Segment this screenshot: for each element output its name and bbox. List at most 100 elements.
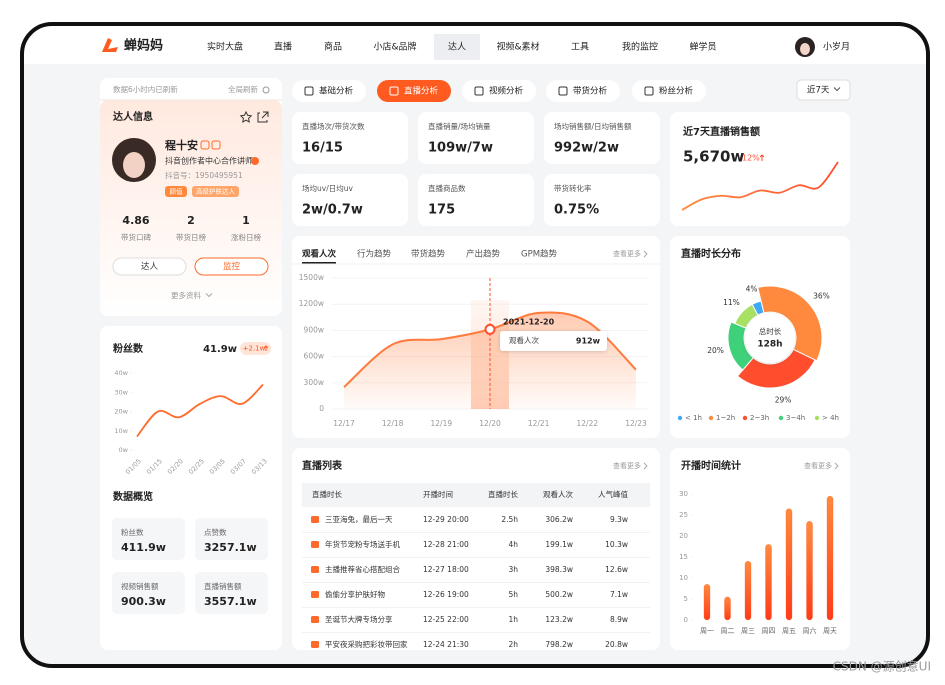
overview-value: 900.3w [121, 595, 166, 608]
table-cell: 年货节宠粉专场送手机 [325, 539, 400, 549]
table-cell: 12-29 20:00 [423, 515, 469, 524]
table-cell: 12-27 18:00 [423, 565, 469, 574]
user-avatar-face [800, 43, 810, 55]
trend-tab[interactable]: 产出趋势 [466, 249, 501, 260]
trend-tab[interactable]: 带货趋势 [411, 249, 446, 260]
x-tick-label: 周二 [721, 627, 735, 635]
metric-value: 16/15 [302, 141, 343, 156]
table-cell: 8.9w [610, 615, 628, 624]
more-link[interactable]: 更多资料 [171, 290, 201, 300]
y-tick-label: 20 [679, 532, 688, 540]
y-tick-label: 0w [119, 446, 129, 454]
more-link[interactable]: 查看更多 [613, 461, 641, 470]
nav-item[interactable]: 小店&品牌 [373, 41, 416, 53]
table-cell: 2.5h [501, 515, 518, 524]
legend-text: < 1h [685, 414, 702, 422]
nav-item[interactable]: 工具 [571, 42, 589, 53]
tab[interactable] [292, 80, 366, 102]
row-icon [311, 591, 319, 598]
tab-text[interactable]: 粉丝分析 [659, 86, 694, 97]
pie-slice [736, 348, 816, 389]
user-name[interactable]: 小岁月 [823, 41, 850, 53]
range-text[interactable]: 近7天 [807, 85, 830, 96]
x-tick-label: 12/17 [333, 419, 355, 428]
metric-label: 场均uv/日均uv [302, 183, 353, 193]
tag-text: 高级护肤达人 [196, 187, 236, 196]
tab-text[interactable]: 基础分析 [319, 86, 354, 97]
table-header-cell: 观看人次 [543, 489, 573, 499]
tab[interactable] [462, 80, 536, 102]
tab-text[interactable]: 视频分析 [489, 86, 524, 97]
table-header [302, 483, 650, 507]
more-link[interactable]: 查看更多 [804, 461, 832, 470]
table-header-cell: 直播时长 [312, 489, 342, 499]
table-cell: 12-28 21:00 [423, 540, 469, 549]
card [544, 112, 660, 164]
section-title: 近7天直播销售额 [683, 125, 760, 138]
trend-tab[interactable]: 观看人次 [302, 249, 337, 260]
chevron [643, 462, 648, 470]
button-text[interactable]: 达人 [141, 261, 159, 272]
x-tick-label: 12/18 [382, 419, 404, 428]
y-tick-label: 5 [684, 595, 688, 603]
nav-item[interactable]: 直播 [274, 41, 292, 53]
tag-text: 颜值 [170, 187, 184, 196]
profile-account: 抖音号：1950495951 [165, 170, 243, 180]
y-tick-label: 300w [304, 378, 324, 387]
tooltip-box [500, 331, 607, 351]
tag [192, 186, 239, 197]
tab-text[interactable]: 直播分析 [404, 86, 439, 97]
table-header-cell: 直播时长 [488, 489, 518, 499]
nav-item[interactable]: 视频&素材 [496, 41, 539, 53]
tooltip-label: 观看人次 [509, 335, 539, 345]
tab-text[interactable]: 带货分析 [573, 86, 608, 97]
legend-text: 1~2h [716, 414, 735, 422]
table-cell: 2h [508, 640, 518, 649]
card [670, 112, 850, 226]
nav-item[interactable]: 达人 [448, 41, 466, 53]
bar [826, 495, 834, 621]
row-icon [311, 541, 319, 548]
logo-text: 蝉妈妈 [124, 38, 163, 54]
trend-tab[interactable]: 行为趋势 [357, 249, 392, 260]
tab[interactable] [546, 80, 620, 102]
table-cell: 9.3w [610, 515, 628, 524]
button[interactable] [194, 257, 269, 276]
more-link[interactable]: 查看更多 [613, 249, 641, 258]
badge-icon [211, 140, 221, 150]
profile-bio: 抖音创作者中心合作讲师 [165, 156, 253, 166]
legend-dot [677, 415, 683, 421]
legend-dot [778, 415, 784, 421]
trend-tab[interactable]: GPM趋势 [521, 249, 558, 260]
nav-item[interactable]: 蝉学员 [689, 41, 716, 53]
device-frame [20, 22, 930, 668]
nav-item[interactable]: 我的监控 [622, 41, 658, 53]
range-select[interactable] [796, 79, 851, 101]
legend-text: > 4h [822, 414, 839, 422]
fans-line [136, 383, 264, 438]
x-tick-label: 12/22 [577, 419, 599, 428]
card [100, 326, 282, 650]
pie-label: 20% [707, 346, 724, 355]
button[interactable] [112, 257, 187, 276]
table-cell: 3h [508, 565, 518, 574]
table-cell: 500.2w [545, 590, 573, 599]
tab[interactable] [632, 80, 706, 102]
table-cell: 平安夜采购把彩妆带回家 [325, 639, 408, 649]
y-tick-label: 30 [679, 490, 688, 498]
logo-icon [102, 38, 118, 52]
bar [806, 521, 813, 621]
y-tick-label: 25 [679, 511, 688, 519]
tab[interactable] [377, 80, 451, 102]
nav-item[interactable]: 商品 [324, 41, 342, 53]
button-text[interactable]: 监控 [223, 261, 241, 272]
section-title: 达人信息 [113, 110, 153, 123]
metric-value: 992w/2w [554, 141, 619, 156]
nav-item[interactable]: 实时大盘 [207, 41, 243, 53]
y-tick-label: 1200w [299, 299, 324, 308]
refresh-button[interactable]: 全局刷新 [228, 84, 258, 94]
legend-dot [708, 415, 714, 421]
table-cell: 1h [508, 615, 518, 624]
